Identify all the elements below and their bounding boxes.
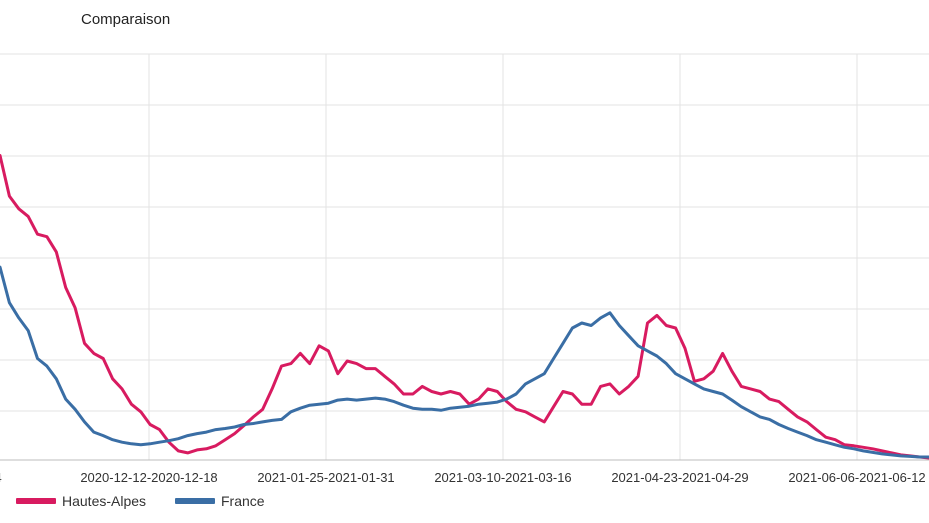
chart-grid xyxy=(0,53,929,461)
legend-label-hautes-alpes: Hautes-Alpes xyxy=(62,493,147,509)
legend-item-hautes-alpes[interactable]: Hautes-Alpes xyxy=(16,493,146,509)
chart-title: Comparaison xyxy=(81,11,171,28)
x-tick-label: 2021-06-06-2021-06-12 xyxy=(788,470,925,485)
series-line-hautes-alpes[interactable] xyxy=(0,154,929,460)
x-axis-tick-labels: 2020-11-04 2020-12-12-2020-12-18 2021-01-2… xyxy=(0,470,926,485)
legend-swatch-france xyxy=(175,498,215,504)
legend-swatch-hautes-alpes xyxy=(16,498,56,504)
series-line-france[interactable] xyxy=(0,265,929,459)
x-tick-label: 2020-12-12-2020-12-18 xyxy=(80,470,217,485)
legend-label-france: France xyxy=(221,493,265,509)
x-tick-label: 2020-11-04 xyxy=(0,470,2,485)
x-tick-label: 2021-03-10-2021-03-16 xyxy=(434,470,571,485)
x-tick-label: 2021-04-23-2021-04-29 xyxy=(611,470,748,485)
legend-item-france[interactable]: France xyxy=(175,493,265,509)
x-tick-label: 2021-01-25-2021-01-31 xyxy=(257,470,394,485)
series-layer xyxy=(0,154,929,460)
